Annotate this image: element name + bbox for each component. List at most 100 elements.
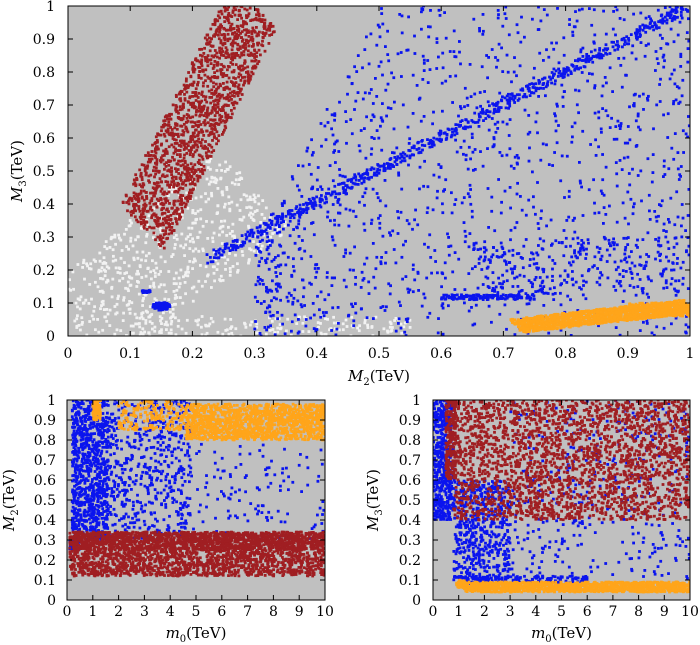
point bbox=[345, 325, 349, 328]
point bbox=[572, 318, 576, 322]
point bbox=[99, 307, 102, 311]
point bbox=[413, 278, 417, 282]
point bbox=[626, 243, 630, 246]
point bbox=[136, 256, 140, 260]
point bbox=[618, 124, 621, 127]
point bbox=[422, 184, 425, 188]
point bbox=[680, 16, 684, 20]
point bbox=[593, 86, 596, 90]
point bbox=[175, 296, 179, 299]
point bbox=[361, 97, 365, 101]
point bbox=[674, 316, 678, 320]
point bbox=[548, 287, 552, 291]
point bbox=[159, 283, 163, 287]
point bbox=[268, 218, 272, 222]
point bbox=[342, 278, 346, 282]
point bbox=[248, 239, 252, 243]
point bbox=[667, 11, 671, 15]
point bbox=[476, 120, 480, 124]
point bbox=[516, 285, 520, 288]
point bbox=[648, 209, 651, 213]
point bbox=[150, 322, 154, 325]
point bbox=[334, 195, 337, 199]
point bbox=[177, 135, 180, 138]
point bbox=[234, 248, 238, 252]
point bbox=[240, 218, 244, 222]
point bbox=[100, 304, 103, 307]
point bbox=[288, 219, 292, 223]
point bbox=[489, 295, 492, 299]
point bbox=[495, 249, 499, 252]
point bbox=[94, 260, 97, 263]
point bbox=[205, 154, 209, 157]
point bbox=[585, 55, 589, 59]
point bbox=[554, 119, 558, 123]
point bbox=[276, 215, 280, 218]
point bbox=[222, 54, 226, 57]
point bbox=[526, 293, 529, 297]
point bbox=[534, 87, 538, 90]
point bbox=[505, 263, 508, 266]
point bbox=[363, 172, 367, 175]
point bbox=[593, 84, 597, 87]
point bbox=[204, 68, 208, 72]
point bbox=[639, 169, 643, 173]
point bbox=[570, 125, 574, 129]
point bbox=[76, 263, 80, 266]
point bbox=[216, 19, 220, 23]
point bbox=[336, 306, 340, 309]
point bbox=[121, 277, 125, 280]
point bbox=[563, 68, 567, 71]
point bbox=[640, 287, 644, 290]
point bbox=[226, 68, 229, 72]
point bbox=[443, 188, 446, 191]
point bbox=[407, 142, 411, 145]
point bbox=[615, 184, 619, 188]
point bbox=[174, 108, 178, 112]
point bbox=[482, 29, 485, 33]
point bbox=[483, 258, 487, 262]
point bbox=[501, 95, 504, 99]
point bbox=[422, 6, 425, 8]
point bbox=[407, 15, 410, 19]
point bbox=[554, 322, 558, 325]
point bbox=[277, 282, 281, 286]
point bbox=[223, 6, 227, 8]
point bbox=[250, 30, 253, 33]
point bbox=[189, 197, 192, 200]
point bbox=[209, 44, 213, 48]
point bbox=[148, 285, 152, 288]
point bbox=[618, 272, 622, 276]
point bbox=[135, 285, 139, 288]
point bbox=[182, 130, 186, 134]
point bbox=[180, 90, 184, 93]
point bbox=[644, 44, 648, 47]
point bbox=[187, 191, 191, 195]
point bbox=[324, 197, 328, 201]
point bbox=[471, 120, 475, 124]
point bbox=[441, 332, 445, 336]
point bbox=[293, 313, 297, 317]
point bbox=[477, 262, 481, 265]
point bbox=[441, 109, 444, 113]
point bbox=[252, 249, 256, 253]
point bbox=[213, 49, 217, 52]
point bbox=[159, 156, 163, 160]
point bbox=[152, 202, 156, 206]
point bbox=[558, 70, 562, 73]
point bbox=[369, 152, 373, 156]
point bbox=[166, 180, 170, 184]
point bbox=[218, 108, 221, 111]
point bbox=[183, 153, 186, 157]
point bbox=[338, 173, 342, 177]
point bbox=[249, 248, 253, 252]
point bbox=[329, 219, 332, 223]
point bbox=[434, 260, 437, 263]
point bbox=[511, 267, 514, 271]
series-white-top bbox=[68, 156, 412, 336]
point bbox=[218, 46, 221, 50]
point bbox=[212, 180, 216, 184]
point bbox=[119, 256, 123, 260]
point bbox=[537, 244, 540, 247]
point bbox=[371, 334, 375, 336]
